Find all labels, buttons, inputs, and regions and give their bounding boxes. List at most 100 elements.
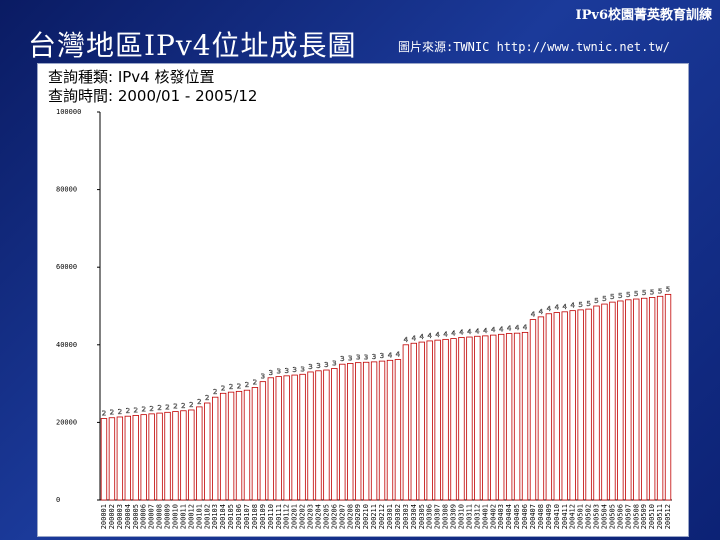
x-tick-label-200102: 200102	[203, 504, 211, 529]
bar-200407	[529, 319, 537, 501]
x-tick-label-200004: 200004	[124, 504, 132, 529]
bar-200209	[355, 362, 362, 501]
x-tick-label-200308: 200308	[442, 504, 450, 529]
y-tick-label-4: 80000	[56, 186, 77, 194]
bar-200003	[116, 416, 124, 501]
x-tick-label-200105: 200105	[227, 504, 235, 529]
bar-200512	[664, 293, 672, 501]
data-label-200008: 2	[157, 404, 161, 412]
bar-200404	[505, 333, 513, 501]
x-tick-label-200204: 200204	[314, 504, 322, 529]
bar-200405	[513, 332, 521, 501]
x-tick-label-200201: 200201	[291, 504, 299, 529]
x-tick-label-200309: 200309	[450, 504, 458, 529]
data-label-200405: 4	[515, 324, 520, 332]
data-label-200510: 5	[650, 288, 654, 296]
bar-200402	[490, 334, 497, 501]
bar-200202	[299, 373, 306, 501]
x-tick-label-200111: 200111	[275, 504, 283, 529]
x-tick-label-200101: 200101	[195, 504, 203, 529]
x-tick-label-200312: 200312	[473, 504, 481, 529]
data-label-200207: 3	[340, 355, 344, 363]
data-label-200105: 2	[229, 383, 233, 391]
bar-200309	[450, 338, 457, 501]
data-label-200502: 5	[586, 300, 590, 308]
data-label-200511: 5	[658, 287, 662, 295]
bar-200005	[132, 415, 139, 501]
bar-200212	[378, 360, 386, 501]
x-tick-label-200011: 200011	[179, 504, 187, 529]
bar-200504	[601, 303, 608, 501]
bar-200502	[585, 308, 592, 501]
y-tick-label-0: 0	[56, 496, 60, 504]
bar-200507	[625, 299, 632, 501]
bar-200204	[315, 370, 322, 501]
data-label-200204: 3	[316, 362, 320, 370]
bar-200408	[537, 316, 545, 501]
x-tick-label-200301: 200301	[386, 504, 394, 529]
data-label-200101: 2	[197, 398, 201, 406]
bar-200111	[275, 376, 282, 501]
x-tick-label-200503: 200503	[593, 504, 601, 529]
data-label-200211: 3	[372, 353, 376, 361]
x-tick-label-200006: 200006	[140, 504, 148, 529]
x-tick-label-200104: 200104	[219, 504, 227, 529]
bar-200501	[577, 309, 584, 501]
x-tick-label-200406: 200406	[521, 504, 529, 529]
data-label-200504: 5	[602, 295, 606, 303]
bar-200002	[108, 417, 116, 501]
x-tick-label-200106: 200106	[235, 504, 243, 529]
data-label-200307: 4	[435, 331, 440, 339]
x-tick-label-200410: 200410	[553, 504, 561, 529]
bar-200211	[370, 361, 378, 501]
data-label-200308: 4	[443, 330, 448, 338]
data-label-200205: 3	[324, 361, 328, 369]
data-label-200406: 4	[523, 323, 528, 331]
x-tick-label-200203: 200203	[307, 504, 315, 529]
bar-200310	[458, 337, 465, 501]
data-label-200007: 2	[149, 405, 153, 413]
x-tick-label-200509: 200509	[640, 504, 648, 529]
data-label-200509: 5	[642, 289, 646, 297]
bar-200304	[410, 342, 417, 501]
data-label-200102: 2	[205, 394, 209, 402]
data-label-200505: 5	[610, 293, 614, 301]
data-label-200403: 4	[499, 325, 504, 333]
x-tick-label-200003: 200003	[116, 504, 124, 529]
x-tick-label-200512: 200512	[664, 504, 672, 529]
x-tick-label-200305: 200305	[418, 504, 426, 529]
data-label-200111: 3	[277, 368, 281, 376]
bar-200008	[156, 412, 163, 501]
bar-200206	[331, 368, 338, 501]
x-tick-label-200110: 200110	[267, 504, 275, 529]
data-label-200311: 4	[467, 328, 472, 336]
bar-200106	[235, 390, 243, 501]
x-tick-label-200402: 200402	[489, 504, 497, 529]
data-label-200408: 4	[539, 308, 544, 316]
data-label-200201: 3	[292, 366, 296, 374]
x-tick-label-200505: 200505	[608, 504, 616, 529]
bar-200010	[172, 411, 179, 501]
data-label-200401: 4	[483, 327, 488, 335]
data-label-200110: 3	[269, 369, 273, 377]
query-time-label: 查詢時間: 2000/01 - 2005/12	[48, 87, 258, 105]
data-label-200005: 2	[134, 406, 138, 414]
x-tick-label-200103: 200103	[211, 504, 219, 529]
bar-200409	[545, 313, 553, 501]
data-label-200512: 5	[666, 285, 670, 293]
x-tick-label-200506: 200506	[616, 504, 624, 529]
data-label-200106: 2	[237, 382, 241, 390]
data-label-200304: 4	[412, 334, 417, 342]
x-tick-label-200408: 200408	[537, 504, 545, 529]
bar-200311	[466, 336, 473, 501]
bar-200403	[498, 333, 505, 501]
data-label-200107: 2	[245, 381, 249, 389]
bar-200210	[362, 361, 370, 501]
data-label-200303: 4	[404, 336, 409, 344]
data-label-200103: 2	[213, 388, 217, 396]
x-tick-label-200109: 200109	[259, 504, 267, 529]
x-tick-label-200307: 200307	[434, 504, 442, 529]
data-label-200208: 3	[348, 354, 352, 362]
x-tick-label-200202: 200202	[299, 504, 307, 529]
